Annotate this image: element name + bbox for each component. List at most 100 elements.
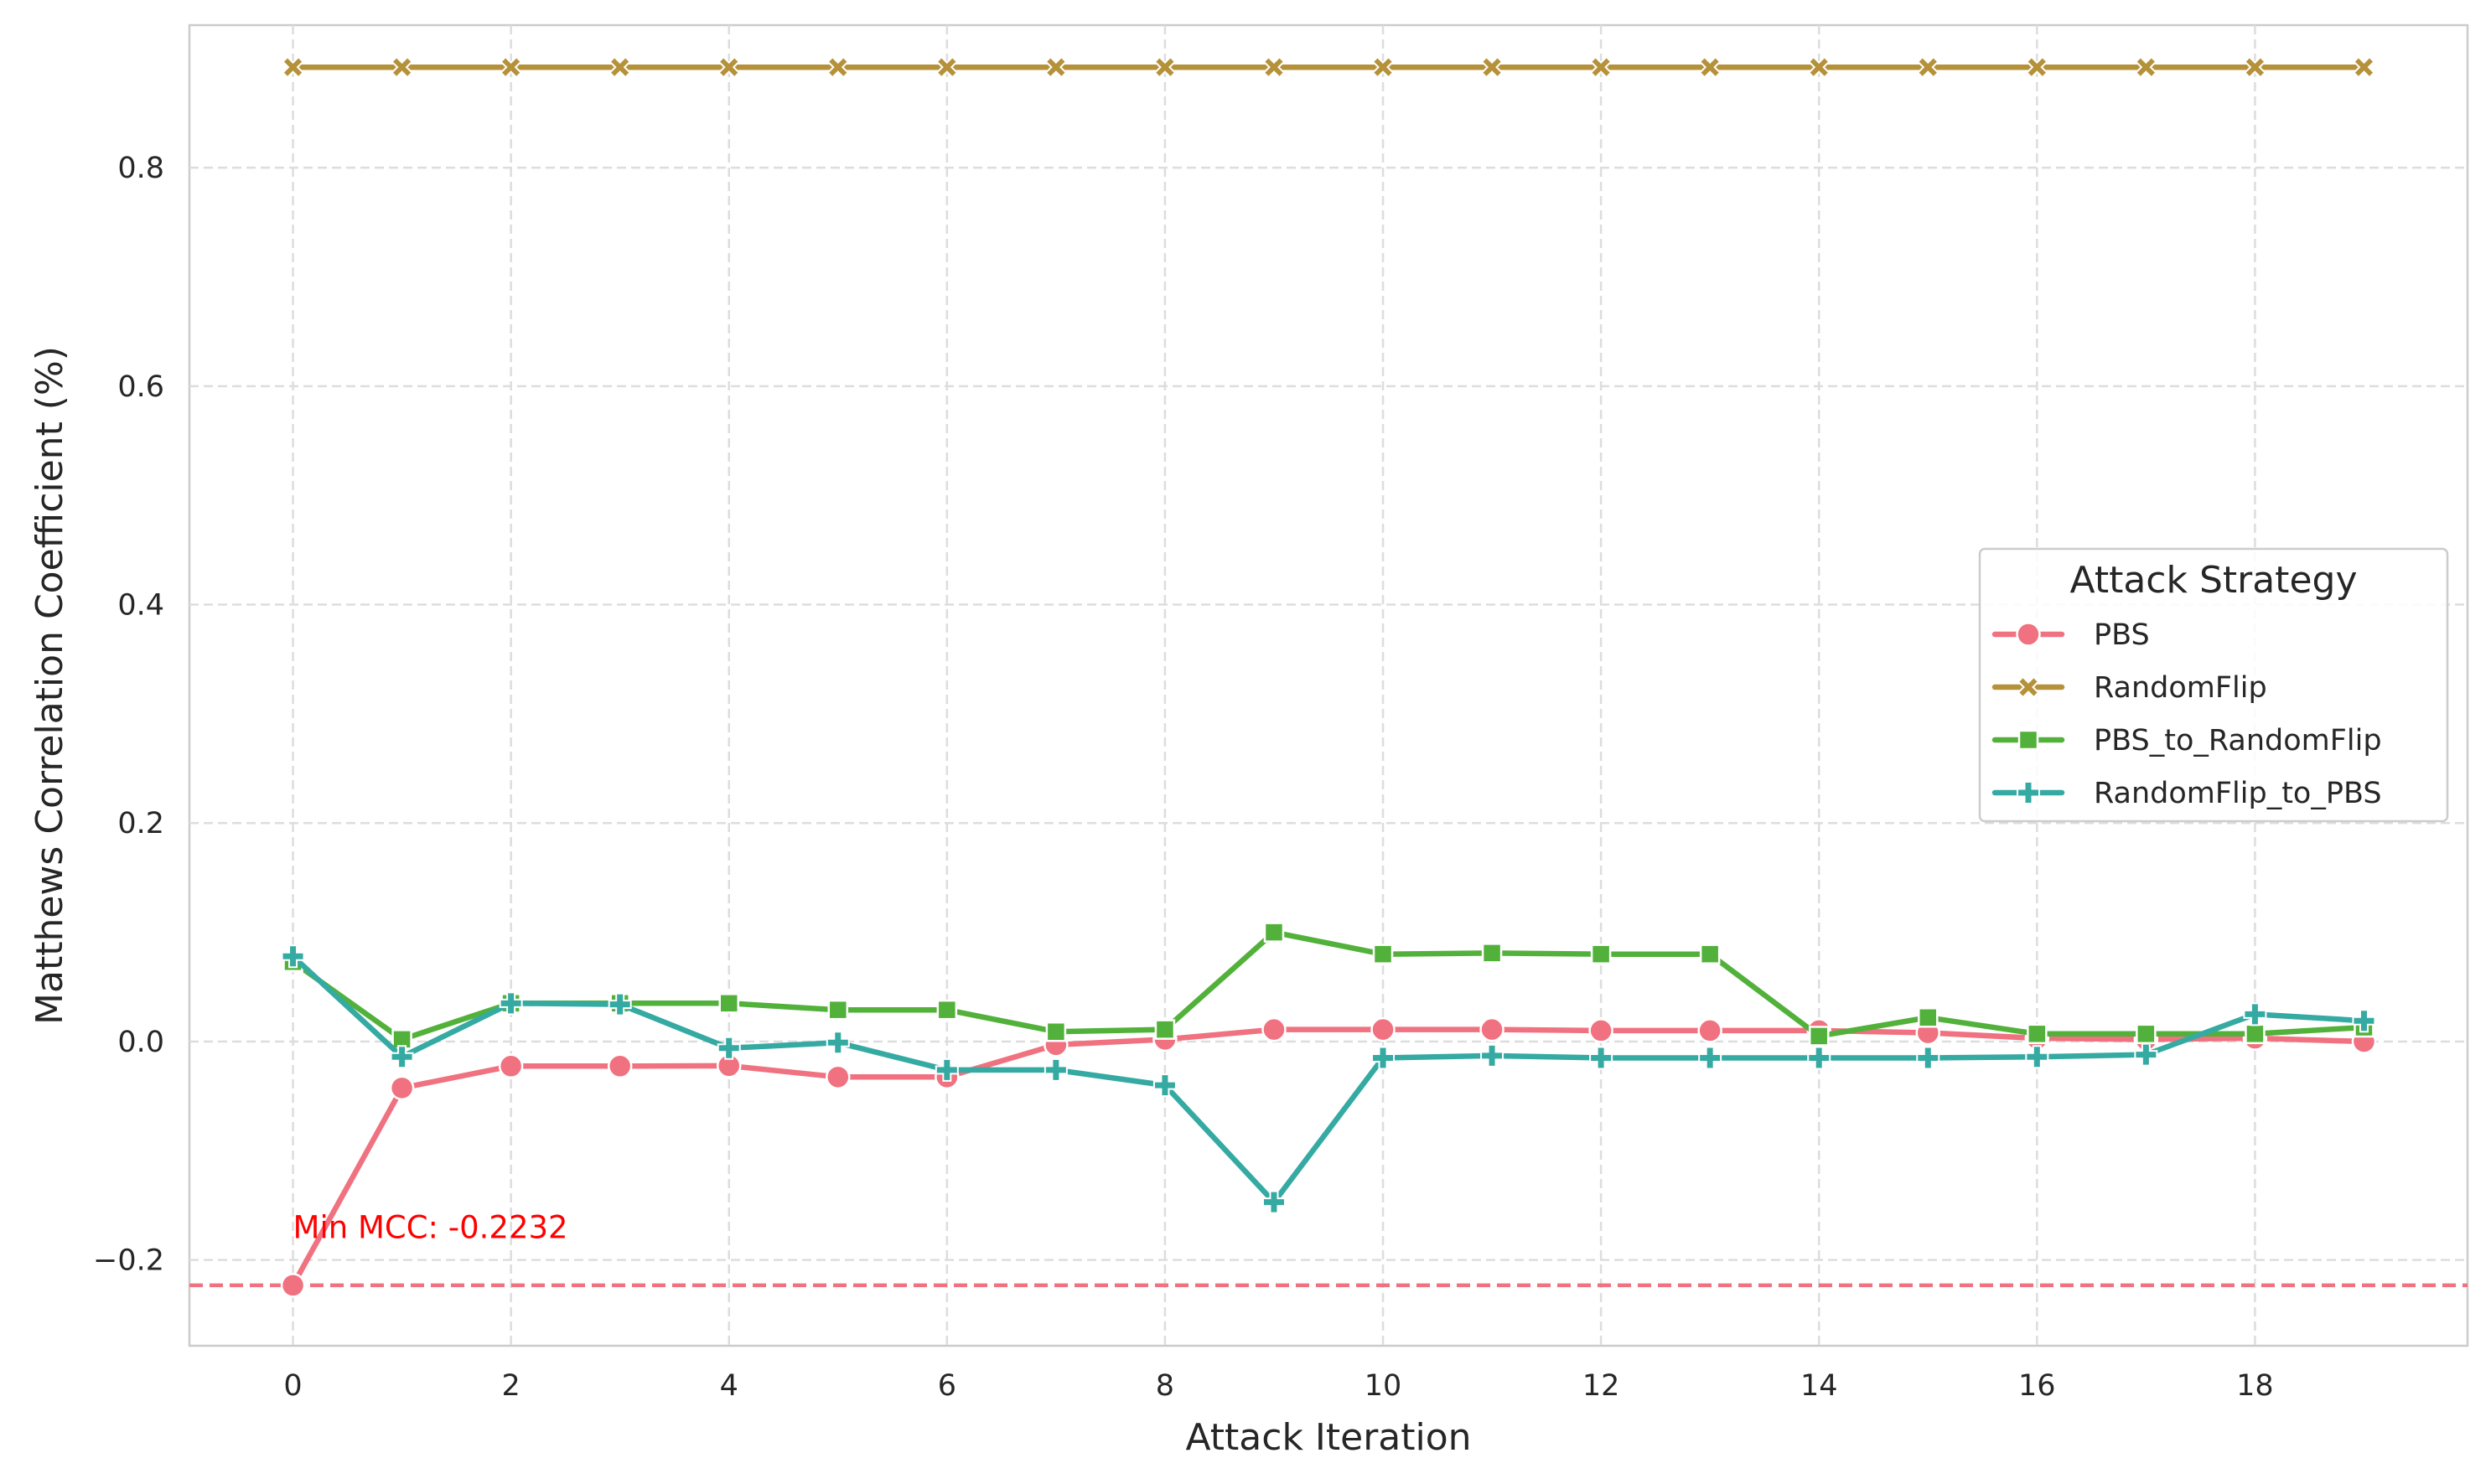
legend-item-pbs: PBS: [1991, 618, 2150, 652]
data-point: [2025, 1045, 2049, 1069]
series-line: [290, 929, 2367, 1042]
series-group: [280, 55, 2377, 1298]
data-point: [826, 55, 850, 79]
y-axis-title: Matthews Correlation Coefficient (%): [28, 346, 71, 1025]
data-point: [1262, 55, 1286, 79]
data-point: [609, 55, 632, 79]
data-point: [1807, 1046, 1831, 1070]
data-point: [2243, 1002, 2267, 1026]
legend: Attack Strategy PBS RandomFlip PBS_to_Rand…: [1978, 547, 2449, 823]
legend-marker: [2017, 729, 2039, 751]
legend-label: PBS: [2094, 618, 2150, 652]
data-point: [1698, 1046, 1722, 1070]
data-point: [1153, 55, 1177, 79]
data-point: [717, 1036, 741, 1060]
data-point: [1808, 1026, 1830, 1047]
series-randomflip-to-pbs: [281, 944, 2376, 1214]
data-point: [1916, 55, 1939, 79]
y-tick-label: 0.6: [117, 370, 164, 404]
y-tick-label: 0.4: [117, 589, 164, 623]
data-point: [1480, 1043, 1504, 1068]
data-point: [281, 944, 305, 969]
x-axis-title: Attack Iteration: [1185, 1416, 1471, 1459]
legend-item-randomflip: RandomFlip: [1991, 671, 2267, 705]
data-point: [1044, 55, 1068, 79]
data-point: [717, 55, 741, 79]
data-point: [1481, 943, 1503, 964]
data-point: [826, 1031, 850, 1055]
data-point: [1045, 1021, 1067, 1042]
x-tick-label: 8: [1156, 1369, 1174, 1403]
series-line: [290, 954, 2367, 1205]
data-point: [2134, 55, 2157, 79]
data-point: [1590, 944, 1612, 964]
x-tick-label: 4: [720, 1369, 738, 1403]
legend-title: Attack Strategy: [2070, 559, 2358, 602]
data-point: [2027, 1023, 2048, 1045]
data-point: [1697, 1018, 1722, 1043]
x-tick-label: 0: [283, 1369, 302, 1403]
data-point: [936, 999, 958, 1021]
data-point: [1699, 944, 1721, 964]
data-point: [391, 55, 414, 79]
y-tick-label: 0.2: [117, 807, 164, 840]
x-tick-label: 18: [2236, 1369, 2274, 1403]
data-point: [1154, 1019, 1176, 1040]
data-point: [827, 999, 849, 1021]
data-point: [1589, 55, 1613, 79]
min-mcc-annotation: Min MCC: -0.2232: [293, 1210, 568, 1246]
data-point: [1044, 1057, 1068, 1082]
legend-marker: [2017, 781, 2040, 804]
x-tick-label: 6: [938, 1369, 956, 1403]
legend-box: [1978, 547, 2449, 823]
x-tick-label: 12: [1582, 1369, 1620, 1403]
legend-label: PBS_to_RandomFlip: [2094, 724, 2382, 758]
data-point: [1263, 922, 1285, 943]
data-point: [1916, 1046, 1940, 1070]
data-point: [1807, 55, 1831, 79]
legend-items: PBS RandomFlip PBS_to_RandomFlip RandomFlip…: [1991, 618, 2382, 810]
x-tick-label: 16: [2018, 1369, 2056, 1403]
data-point: [1261, 1016, 1287, 1042]
data-point: [1588, 1018, 1613, 1043]
data-point: [2352, 1009, 2376, 1033]
y-axis-ticks: −0.2 0.0 0.2 0.4 0.6 0.8: [93, 152, 164, 1278]
data-point: [1698, 55, 1722, 79]
data-point: [2245, 1023, 2266, 1045]
series-randomflip: [282, 55, 2375, 79]
data-point: [2136, 1023, 2157, 1045]
data-point: [718, 993, 739, 1014]
y-tick-label: −0.2: [93, 1244, 164, 1278]
x-tick-label: 10: [1365, 1369, 1402, 1403]
legend-marker: [2017, 675, 2040, 699]
data-point: [282, 55, 304, 79]
series-line: [290, 1026, 2367, 1289]
legend-label: RandomFlip_to_PBS: [2094, 777, 2382, 810]
data-point: [935, 55, 959, 79]
data-point: [1479, 1016, 1504, 1042]
legend-item-pbs-to-randomflip: PBS_to_RandomFlip: [1991, 724, 2382, 758]
data-point: [280, 1273, 306, 1298]
data-point: [1480, 55, 1504, 79]
data-point: [1371, 1046, 1396, 1070]
data-point: [1152, 1073, 1177, 1098]
data-point: [2134, 1042, 2158, 1067]
legend-item-randomflip-to-pbs: RandomFlip_to_PBS: [1991, 777, 2382, 810]
x-axis-ticks: 0 2 4 6 8 10 12 14 16 18: [283, 1369, 2273, 1403]
data-point: [390, 1045, 414, 1069]
data-point: [935, 1057, 959, 1082]
data-point: [389, 1075, 415, 1101]
x-tick-label: 14: [1800, 1369, 1838, 1403]
data-point: [1918, 1007, 1939, 1028]
data-point: [2353, 55, 2375, 79]
x-tick-label: 2: [502, 1369, 520, 1403]
data-point: [608, 992, 632, 1016]
data-point: [1370, 1016, 1396, 1042]
data-point: [1371, 55, 1395, 79]
data-point: [826, 1064, 851, 1090]
data-point: [499, 991, 523, 1016]
data-point: [500, 55, 523, 79]
y-tick-label: 0.0: [117, 1026, 164, 1059]
data-point: [607, 1053, 633, 1079]
data-point: [2243, 55, 2266, 79]
